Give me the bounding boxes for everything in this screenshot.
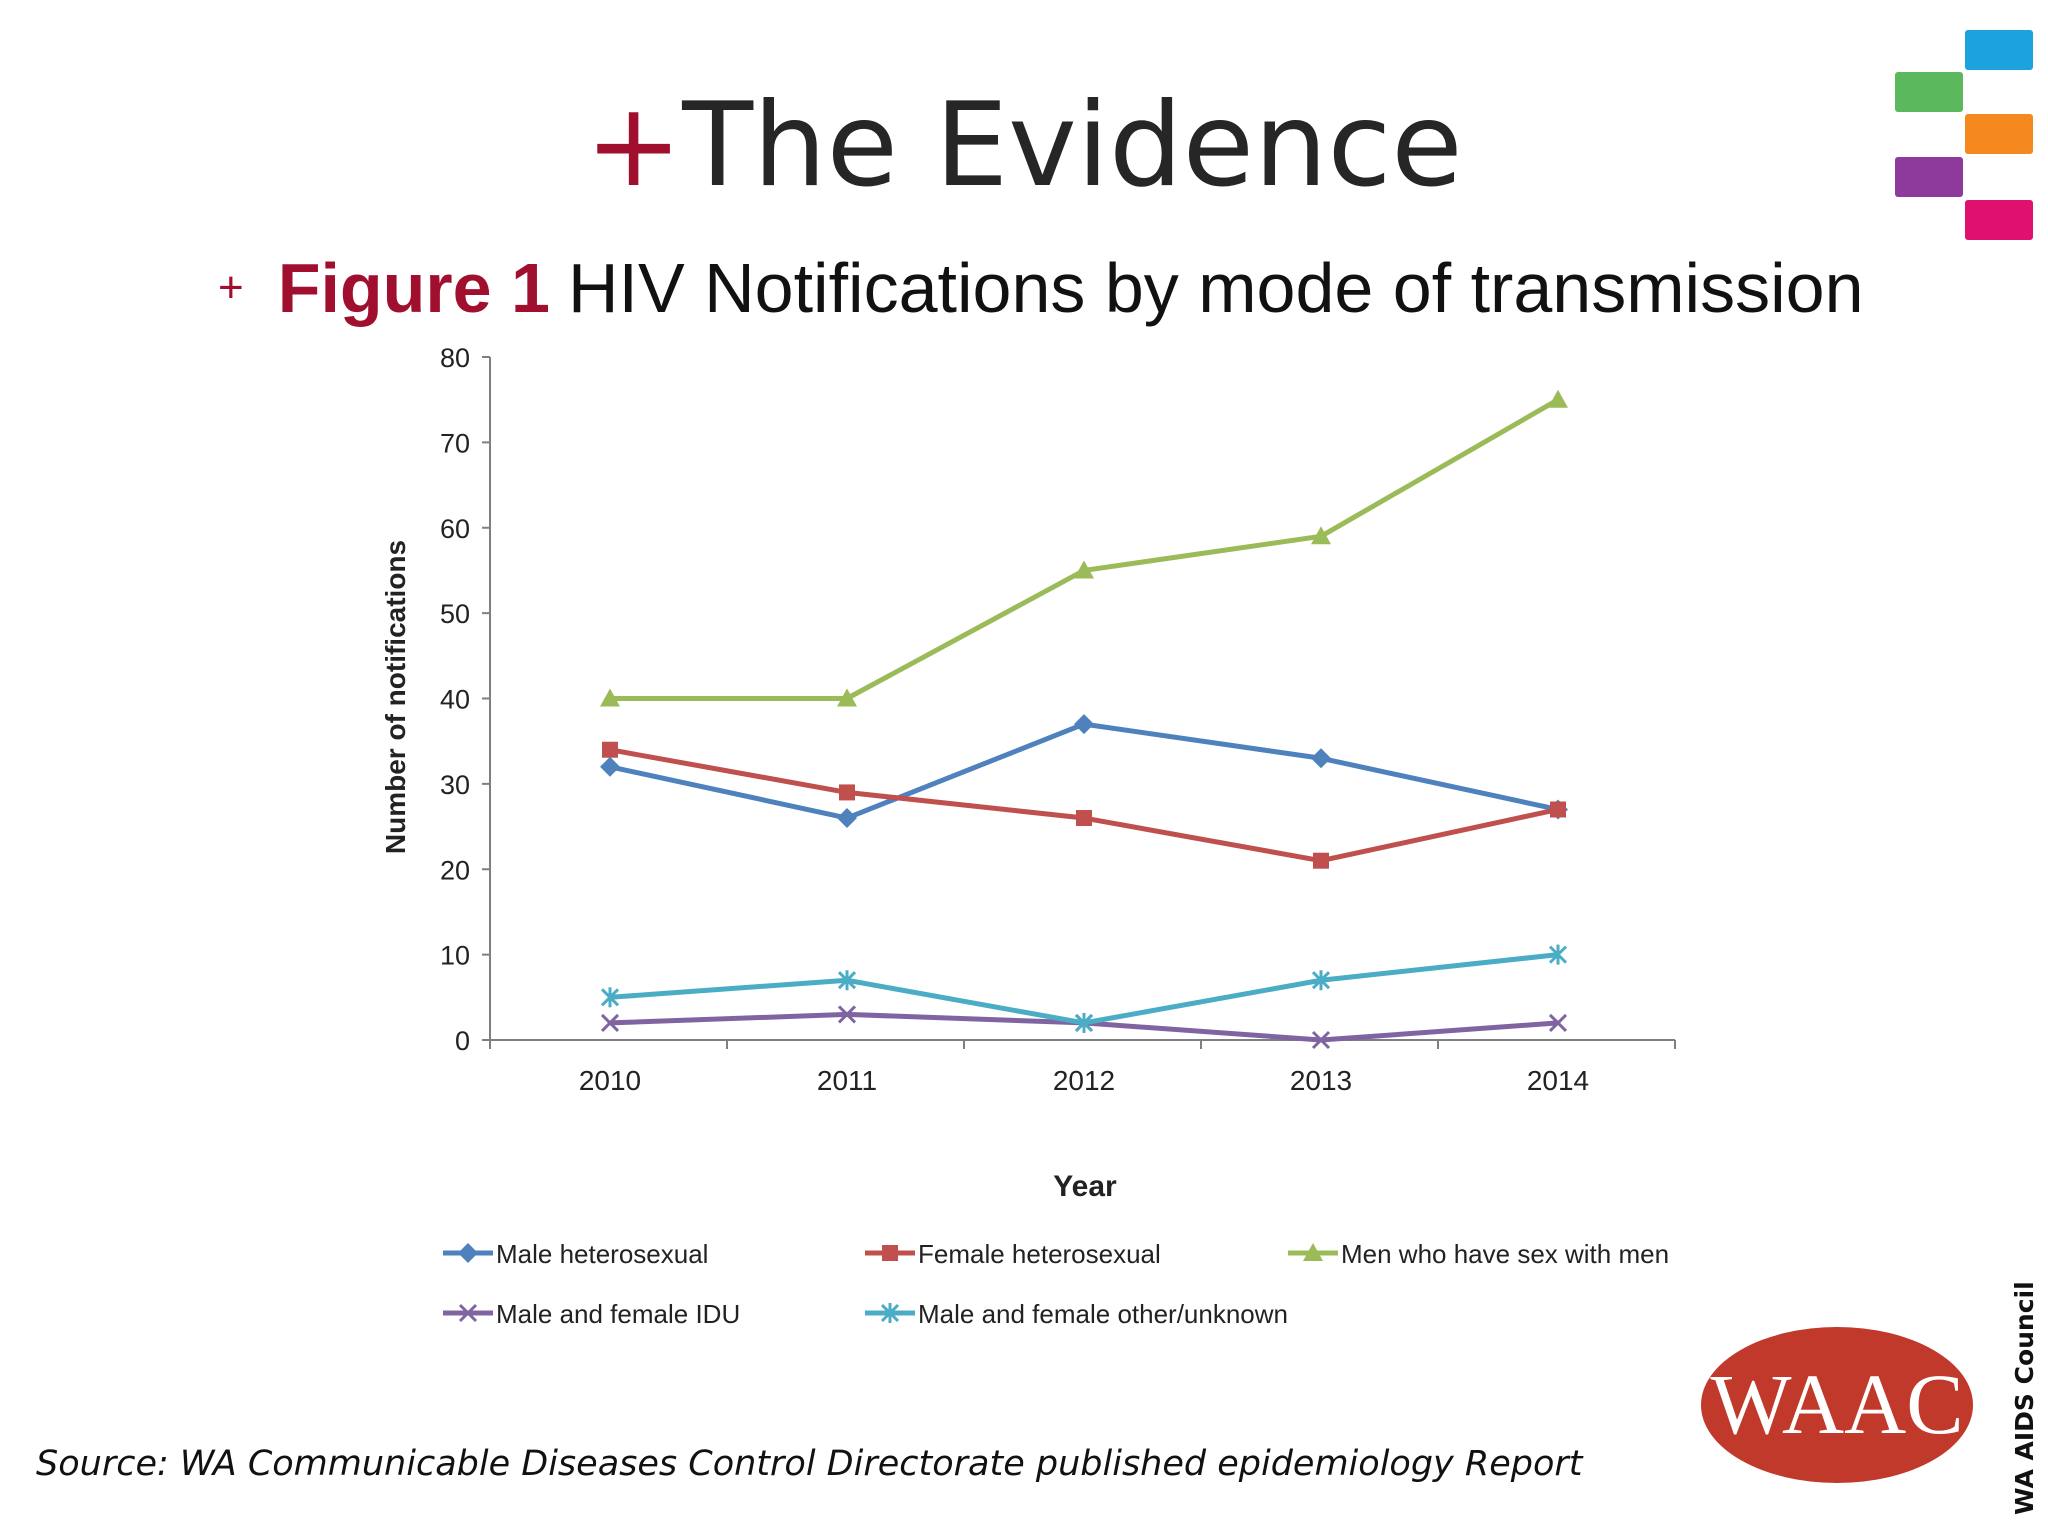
data-point xyxy=(1548,389,1568,408)
x-axis-label: Year xyxy=(1053,1170,1117,1203)
legend-item: Men who have sex with men xyxy=(1288,1239,1669,1269)
legend-item: Male heterosexual xyxy=(443,1239,708,1269)
data-point xyxy=(1311,526,1331,545)
title-plus: + xyxy=(585,78,683,213)
y-tick-label: 80 xyxy=(440,343,470,373)
legend-label: Male and female other/unknown xyxy=(918,1299,1288,1329)
data-point xyxy=(1074,714,1094,735)
decor-block-magenta xyxy=(1965,200,2033,240)
legend-item: Male and female IDU xyxy=(443,1299,740,1329)
y-tick-label: 40 xyxy=(440,685,470,715)
decor-block-orange xyxy=(1965,114,2033,154)
data-point xyxy=(839,784,855,801)
legend-item: Male and female other/unknown xyxy=(865,1299,1288,1329)
x-tick-label: 2012 xyxy=(1053,1065,1115,1096)
y-tick-label: 20 xyxy=(440,855,470,885)
series-line xyxy=(610,397,1560,701)
legend-marker xyxy=(458,1303,478,1323)
legend-label: Men who have sex with men xyxy=(1341,1239,1669,1269)
waac-logo-text: WAAC xyxy=(1710,1356,1963,1452)
data-point xyxy=(1074,1012,1094,1033)
x-tick-label: 2014 xyxy=(1527,1065,1589,1096)
data-point xyxy=(837,970,857,991)
legend-marker xyxy=(880,1303,900,1323)
chart-axes: 0 10 20 30 40 50 60 70 80 2010 2011 2012 2013 2014 xyxy=(440,343,1676,1096)
y-tick-label: 10 xyxy=(440,941,470,971)
data-point xyxy=(1313,852,1329,869)
figure-title: HIV Notifications by mode of transmissio… xyxy=(567,249,1864,327)
waac-logo-ellipse xyxy=(1701,1327,1973,1483)
data-point xyxy=(600,1013,620,1032)
y-tick-label: 30 xyxy=(440,770,470,800)
figure-heading: + Figure 1 HIV Notifications by mode of tr… xyxy=(218,248,1864,328)
data-point xyxy=(1311,748,1331,769)
data-point xyxy=(600,987,620,1008)
waac-logo: WAAC xyxy=(1701,1327,1973,1483)
data-point xyxy=(1548,1013,1568,1032)
y-tick-label: 0 xyxy=(455,1026,470,1056)
legend-label: Female heterosexual xyxy=(918,1239,1161,1269)
data-point xyxy=(1076,810,1092,827)
chart-legend: Male heterosexual Female heterosexual Men … xyxy=(443,1239,1669,1329)
title-text: The Evidence xyxy=(682,78,1463,213)
decor-block-purple xyxy=(1895,157,1963,197)
chart-plot-area xyxy=(600,389,1568,1050)
legend-marker xyxy=(882,1245,898,1261)
org-vertical-name: WA AIDS Council xyxy=(2010,1281,2039,1515)
source-note: Source: WA Communicable Diseases Control… xyxy=(36,1444,1583,1484)
series-4 xyxy=(600,944,1568,1033)
data-point xyxy=(1311,1030,1331,1050)
data-point xyxy=(1311,970,1331,991)
series-1 xyxy=(602,741,1566,869)
figure-label: Figure 1 xyxy=(277,249,550,327)
y-tick-label: 60 xyxy=(440,514,470,544)
decor-block-green xyxy=(1895,72,1963,112)
y-tick-label: 50 xyxy=(440,599,470,629)
slide-title: +The Evidence xyxy=(585,78,1463,213)
data-point xyxy=(837,688,857,707)
x-tick-label: 2010 xyxy=(579,1065,641,1096)
series-line xyxy=(609,747,1559,864)
legend-marker xyxy=(458,1243,478,1263)
data-point xyxy=(1074,560,1094,579)
data-point xyxy=(837,1005,857,1024)
data-point xyxy=(602,741,618,758)
series-line xyxy=(609,952,1559,1026)
data-point xyxy=(837,808,857,829)
legend-label: Male and female IDU xyxy=(496,1299,740,1329)
legend-marker xyxy=(1303,1243,1323,1261)
data-point xyxy=(600,688,620,707)
figure-bullet: + xyxy=(218,263,244,312)
legend-label: Male heterosexual xyxy=(496,1239,708,1269)
series-line xyxy=(609,721,1559,821)
legend-item: Female heterosexual xyxy=(865,1239,1161,1269)
x-tick-label: 2011 xyxy=(817,1065,877,1096)
x-tick-label: 2013 xyxy=(1290,1065,1352,1096)
decor-block-blue xyxy=(1965,30,2033,70)
series-2 xyxy=(600,389,1568,707)
y-axis-label: Number of notifications xyxy=(380,540,411,854)
data-point xyxy=(600,756,620,777)
y-tick-label: 70 xyxy=(440,428,470,458)
data-point xyxy=(1550,801,1566,818)
data-point xyxy=(1548,944,1568,965)
